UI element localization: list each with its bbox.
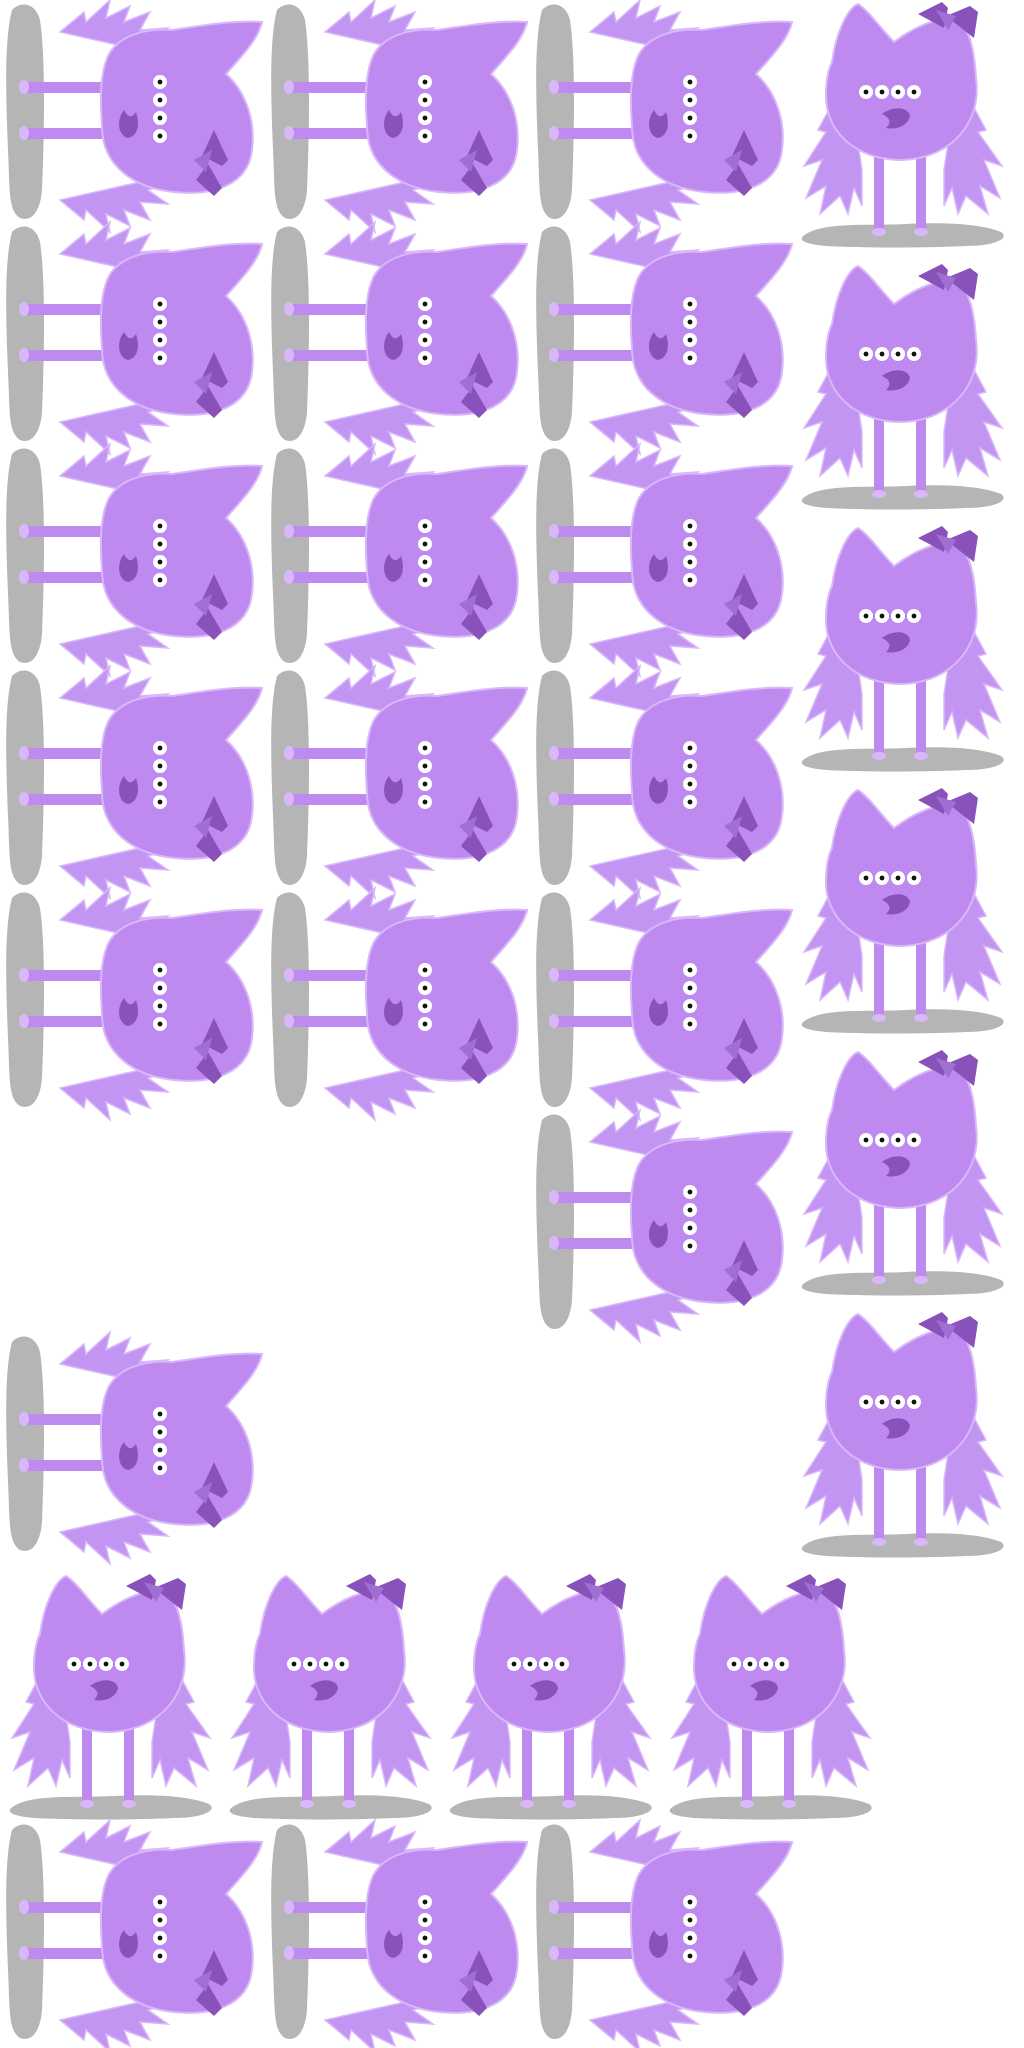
sprite-standing-row-3 <box>448 1573 653 1821</box>
sprite-standing-row-4 <box>668 1573 873 1821</box>
sprite-side-r3-c2 <box>270 443 528 677</box>
sprite-standing-col-6 <box>800 1311 1005 1559</box>
sprite-standing-col-4 <box>800 787 1005 1035</box>
sprite-side-r5-c3 <box>535 887 793 1121</box>
sprite-standing-col-5 <box>800 1049 1005 1297</box>
sprite-side-r4-c3 <box>535 665 793 899</box>
sprite-side-r1-c3 <box>535 0 793 233</box>
sprite-side-r1-c1 <box>5 0 263 233</box>
sprite-side-r3-c3 <box>535 443 793 677</box>
sprite-side-r4-c1 <box>5 665 263 899</box>
sprite-side-r2-c2 <box>270 221 528 455</box>
sprite-side-r4-c2 <box>270 665 528 899</box>
sprite-side-r2-c1 <box>5 221 263 455</box>
sprite-side-r8-c1 <box>5 1819 263 2048</box>
sprite-side-r6-c3 <box>535 1109 793 1343</box>
sprite-side-r2-c3 <box>535 221 793 455</box>
sprite-standing-row-2 <box>228 1573 433 1821</box>
sprite-side-r7-c1 <box>5 1331 263 1565</box>
sprite-side-r8-c3 <box>535 1819 793 2048</box>
sprite-side-r5-c2 <box>270 887 528 1121</box>
sprite-standing-col-3 <box>800 525 1005 773</box>
sprite-side-r3-c1 <box>5 443 263 677</box>
sprite-standing-row-1 <box>8 1573 213 1821</box>
sprite-side-r5-c1 <box>5 887 263 1121</box>
sprite-side-r1-c2 <box>270 0 528 233</box>
sprite-standing-col-1 <box>800 1 1005 249</box>
sprite-standing-col-2 <box>800 263 1005 511</box>
sprite-side-r8-c2 <box>270 1819 528 2048</box>
